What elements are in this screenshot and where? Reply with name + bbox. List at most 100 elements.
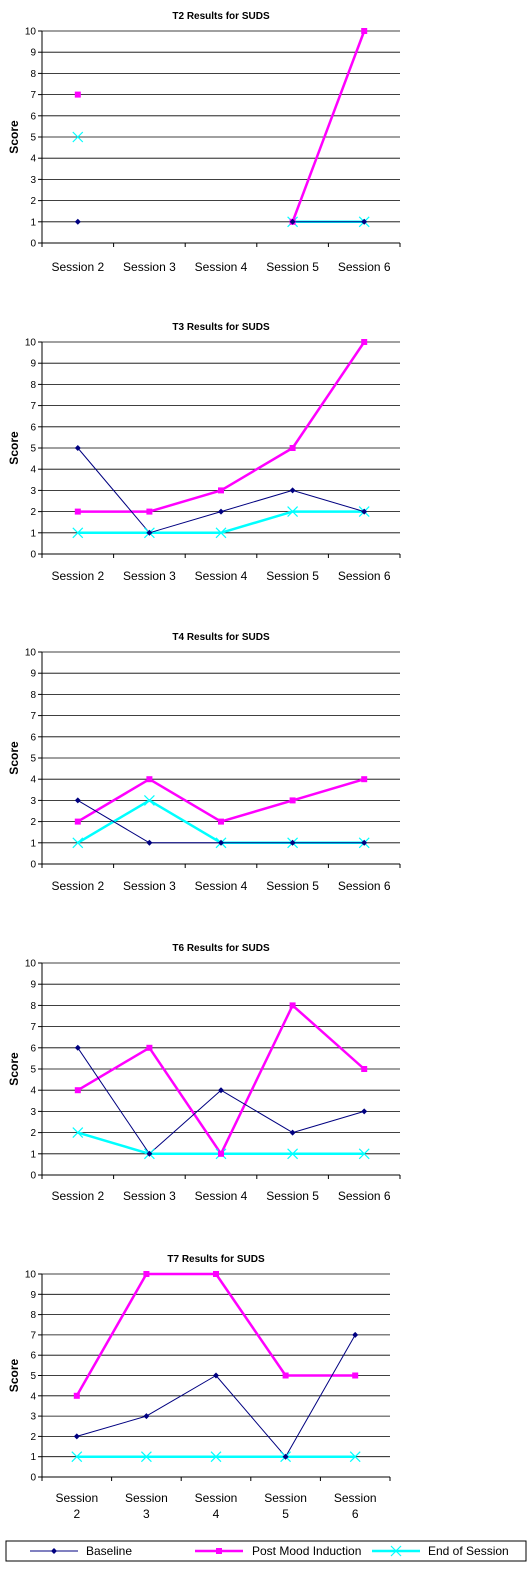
y-tick-label: 9 bbox=[30, 1290, 36, 1301]
y-tick-label: 4 bbox=[30, 154, 36, 165]
y-tick-label: 10 bbox=[25, 959, 37, 970]
point-post_mood bbox=[146, 508, 153, 515]
y-tick-label: 6 bbox=[30, 732, 36, 743]
point-end_session bbox=[72, 837, 84, 849]
point-baseline bbox=[361, 1108, 368, 1115]
point-baseline bbox=[289, 839, 296, 846]
x-tick-label: Session 4 bbox=[195, 569, 248, 583]
point-end_session bbox=[72, 131, 84, 143]
y-tick-label: 8 bbox=[30, 690, 36, 701]
point-post_mood bbox=[282, 1372, 289, 1379]
point-baseline bbox=[146, 839, 153, 846]
legend-label-baseline: Baseline bbox=[86, 1544, 132, 1558]
chart-3: T4 Results for SUDS Score 0 1 2 3 4 5 6 7 8 9 10 Sess… bbox=[7, 632, 401, 893]
legend: Baseline Post Mood Induction End of Sessio… bbox=[5, 1540, 527, 1562]
y-tick-label: 0 bbox=[30, 1171, 36, 1182]
point-end_session bbox=[72, 1127, 84, 1139]
legend-label-end_session: End of Session bbox=[428, 1544, 509, 1558]
y-tick-label: 0 bbox=[30, 1473, 36, 1484]
series-line-post_mood bbox=[77, 1004, 366, 1156]
y-tick-label: 9 bbox=[30, 48, 36, 59]
point-baseline bbox=[218, 508, 224, 515]
legend-marker-end_session bbox=[390, 1545, 402, 1557]
chart-2: T3 Results for SUDS Score 0 1 2 3 4 5 6 7 8 9 10 Sess… bbox=[7, 322, 401, 583]
chart-4: T6 Results for SUDS Score 0 1 2 3 4 5 6 7 8 9 10 Sess… bbox=[7, 943, 401, 1203]
y-tick-label: 3 bbox=[30, 796, 36, 807]
x-tick-label: Session 4 bbox=[195, 1491, 238, 1521]
y-tick-label: 1 bbox=[30, 838, 36, 849]
y-tick-label: 1 bbox=[30, 217, 36, 228]
point-post_mood bbox=[73, 1392, 80, 1399]
x-tick-label: Session 4 bbox=[195, 879, 248, 893]
y-axis-label: Score bbox=[7, 431, 21, 465]
chart-title: T3 Results for SUDS bbox=[172, 322, 270, 333]
y-tick-label: 1 bbox=[30, 1149, 36, 1160]
point-end_session bbox=[72, 527, 84, 539]
y-tick-label: 7 bbox=[30, 1330, 36, 1341]
x-tick-label: Session 2 bbox=[51, 260, 104, 274]
y-tick-label: 1 bbox=[30, 1452, 36, 1463]
y-tick-label: 1 bbox=[30, 528, 36, 539]
point-end_session bbox=[287, 506, 299, 518]
chart-5: T7 Results for SUDS Score 0 1 2 3 4 5 6 7 8 9 10 Sess… bbox=[7, 1254, 391, 1521]
y-axis-label: Score bbox=[7, 1359, 21, 1393]
x-tick-label: Session 5 bbox=[264, 1491, 307, 1521]
x-tick-label: Session 6 bbox=[338, 1189, 391, 1203]
point-baseline bbox=[146, 529, 153, 536]
y-tick-label: 5 bbox=[30, 444, 36, 455]
point-baseline bbox=[213, 1372, 219, 1379]
y-tick-label: 0 bbox=[30, 239, 36, 250]
chart-title: T2 Results for SUDS bbox=[172, 11, 270, 22]
x-tick-label: Session 5 bbox=[266, 879, 319, 893]
point-baseline bbox=[218, 1087, 224, 1094]
point-baseline bbox=[361, 218, 368, 225]
point-post_mood bbox=[146, 776, 153, 783]
point-end_session bbox=[287, 1148, 299, 1160]
point-baseline bbox=[282, 1453, 289, 1460]
point-post_mood bbox=[361, 339, 368, 345]
chart-1: T2 Results for SUDS Score 0 1 2 3 4 5 6 7 8 9 10 Sess… bbox=[7, 11, 401, 274]
y-tick-label: 2 bbox=[30, 196, 36, 207]
y-tick-label: 3 bbox=[30, 1412, 36, 1423]
point-baseline bbox=[289, 487, 296, 494]
y-tick-label: 9 bbox=[30, 980, 36, 991]
point-post_mood bbox=[361, 776, 368, 783]
point-baseline bbox=[289, 218, 296, 225]
point-baseline bbox=[218, 839, 224, 846]
y-tick-label: 7 bbox=[30, 711, 36, 722]
x-tick-label: Session 6 bbox=[338, 260, 391, 274]
x-tick-label: Session 6 bbox=[338, 569, 391, 583]
point-end_session bbox=[143, 794, 155, 806]
point-post_mood bbox=[218, 818, 224, 825]
y-axis-label: Score bbox=[7, 741, 21, 775]
point-post_mood bbox=[143, 1271, 150, 1277]
x-tick-label: Session 6 bbox=[338, 879, 391, 893]
chart-title: T6 Results for SUDS bbox=[172, 943, 270, 954]
y-tick-label: 5 bbox=[30, 754, 36, 765]
y-tick-label: 6 bbox=[30, 1351, 36, 1362]
x-tick-label: Session 2 bbox=[51, 879, 104, 893]
y-tick-label: 5 bbox=[30, 1371, 36, 1382]
y-tick-label: 0 bbox=[30, 860, 36, 871]
point-post_mood bbox=[352, 1372, 359, 1379]
y-tick-label: 8 bbox=[30, 1310, 36, 1321]
legend-marker-baseline bbox=[51, 1548, 57, 1554]
point-post_mood bbox=[74, 1087, 81, 1094]
y-tick-label: 3 bbox=[30, 486, 36, 497]
y-tick-label: 6 bbox=[30, 1043, 36, 1054]
x-tick-label: Session 5 bbox=[266, 1189, 319, 1203]
series-line-end_session bbox=[77, 1131, 365, 1156]
point-baseline bbox=[74, 445, 81, 451]
point-end_session bbox=[358, 1148, 370, 1160]
y-tick-label: 4 bbox=[30, 1391, 36, 1402]
y-tick-label: 2 bbox=[30, 507, 36, 518]
y-tick-label: 10 bbox=[25, 648, 37, 659]
point-baseline bbox=[143, 1413, 150, 1420]
point-post_mood bbox=[218, 1150, 224, 1157]
y-tick-label: 8 bbox=[30, 69, 36, 80]
y-axis-label: Score bbox=[7, 1052, 21, 1086]
y-axis-label: Score bbox=[7, 120, 21, 154]
y-tick-label: 2 bbox=[30, 1432, 36, 1443]
chart-title: T4 Results for SUDS bbox=[172, 632, 270, 643]
y-tick-label: 9 bbox=[30, 669, 36, 680]
